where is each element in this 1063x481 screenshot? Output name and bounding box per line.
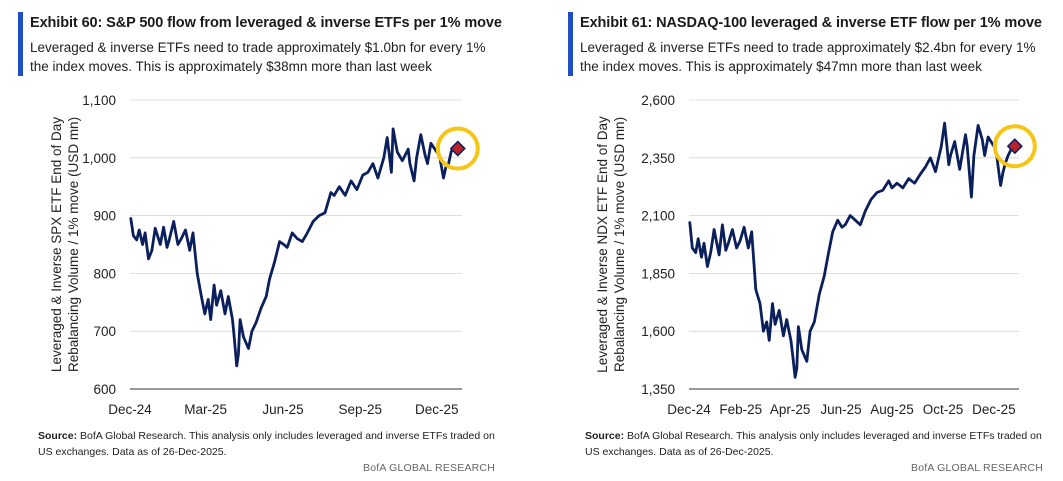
source-label: Source: xyxy=(38,430,78,442)
y-tick-label: 1,000 xyxy=(82,151,116,166)
x-tick-label: Jun-25 xyxy=(262,402,303,417)
x-tick-label: Dec-25 xyxy=(972,402,1016,417)
y-tick-label: 800 xyxy=(93,266,116,281)
title-accent-bar xyxy=(568,12,573,76)
x-tick-label: Sep-25 xyxy=(339,402,383,417)
x-tick-label: Feb-25 xyxy=(719,402,762,417)
source-text: BofA Global Research. This analysis only… xyxy=(38,430,495,458)
chart-subtitle: Leveraged & inverse ETFs need to trade a… xyxy=(30,40,486,74)
latest-value-marker xyxy=(449,140,466,157)
x-tick-label: Dec-24 xyxy=(108,402,152,417)
x-tick-label: Mar-25 xyxy=(184,402,227,417)
y-tick-label: 1,850 xyxy=(641,266,675,281)
line-chart: 1,350 1,600 1,850 2,100 2,350 2,600 Dec-24 Feb-… xyxy=(595,93,1037,417)
chart-subtitle: Leveraged & inverse ETFs need to trade a… xyxy=(580,40,1036,74)
y-axis-title: Rebalancing Volume / 1% move (USD mn) xyxy=(66,117,81,372)
series-line xyxy=(129,127,460,368)
exhibit-60-panel: Exhibit 60: S&P 500 flow from leveraged … xyxy=(0,0,531,481)
x-tick-label: Dec-24 xyxy=(667,402,711,417)
brand-footer: BofA GLOBAL RESEARCH xyxy=(911,462,1043,474)
chart-title: Exhibit 61: NASDAQ-100 leveraged & inver… xyxy=(580,15,1042,31)
source-text: BofA Global Research. This analysis only… xyxy=(585,430,1042,458)
x-tick-label: Aug-25 xyxy=(870,402,914,417)
series-line xyxy=(688,121,1017,379)
y-tick-label: 1,600 xyxy=(641,324,675,339)
x-tick-label: Jun-25 xyxy=(820,402,861,417)
line-chart: 600 700 800 900 1,000 1,100 Dec-24 Mar-25 Jun-25… xyxy=(49,93,480,417)
title-accent-bar xyxy=(18,12,23,76)
y-axis-title: Leveraged & Inverse SPX ETF End of Day xyxy=(49,117,64,372)
y-tick-label: 2,600 xyxy=(641,93,675,108)
y-tick-label: 2,100 xyxy=(641,209,675,224)
x-tick-label: Dec-25 xyxy=(415,402,459,417)
chart-title: Exhibit 60: S&P 500 flow from leveraged … xyxy=(30,15,502,31)
y-tick-label: 600 xyxy=(93,382,116,397)
y-tick-label: 1,350 xyxy=(641,382,675,397)
y-tick-label: 900 xyxy=(93,209,116,224)
brand-footer: BofA GLOBAL RESEARCH xyxy=(363,462,495,474)
latest-value-marker xyxy=(1006,138,1023,155)
x-tick-label: Oct-25 xyxy=(923,402,964,417)
highlight-circle xyxy=(992,124,1037,169)
highlight-circle xyxy=(435,126,480,171)
y-tick-label: 2,350 xyxy=(641,151,675,166)
x-tick-label: Apr-25 xyxy=(770,402,811,417)
y-tick-label: 700 xyxy=(93,324,116,339)
source-note: Source: BofA Global Research. This analy… xyxy=(38,428,508,460)
exhibit-61-panel: Exhibit 61: NASDAQ-100 leveraged & inver… xyxy=(568,0,1063,481)
source-label: Source: xyxy=(585,430,625,442)
y-axis-title: Rebalancing Volume / 1% move (USD mn) xyxy=(612,117,627,372)
y-axis-title: Leveraged & Inverse NDX ETF End of Day xyxy=(595,116,610,373)
source-note: Source: BofA Global Research. This analy… xyxy=(585,428,1055,460)
y-tick-label: 1,100 xyxy=(82,93,116,108)
